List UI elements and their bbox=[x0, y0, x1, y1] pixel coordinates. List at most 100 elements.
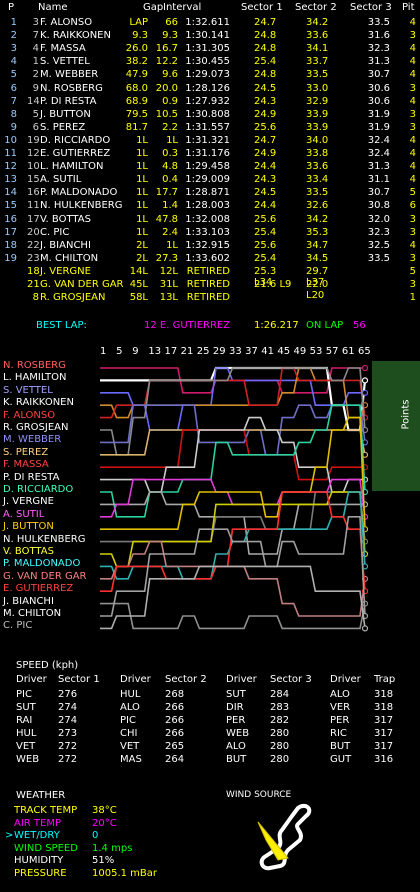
row-pit-count: 3 bbox=[400, 227, 416, 238]
best-lap-number: 56 bbox=[353, 320, 366, 331]
speed-value: 265 bbox=[165, 741, 184, 752]
row-gap: 47.9 bbox=[112, 69, 148, 80]
row-pit-count: 3 bbox=[400, 214, 416, 225]
row-last-lap: 1:31.305 bbox=[180, 43, 230, 54]
speed-value: 282 bbox=[270, 715, 289, 726]
row-interval: 0.4 bbox=[150, 174, 178, 185]
points-panel-label: Points bbox=[401, 395, 412, 435]
row-pit-count: 4 bbox=[400, 240, 416, 251]
lap-tick-label: 13 bbox=[148, 346, 161, 357]
row-sector1: 24.8 bbox=[254, 69, 294, 80]
speed-driver-code: CHI bbox=[120, 728, 137, 739]
row-interval: 12.2 bbox=[150, 56, 178, 67]
row-sector1: 24.8 bbox=[254, 43, 294, 54]
row-sector3: 32.5 bbox=[362, 240, 390, 251]
row-car-number: 9 bbox=[27, 83, 39, 94]
speed-driver-code: WEB bbox=[226, 728, 249, 739]
speed-header: Driver bbox=[330, 674, 361, 685]
row-pit-count: 5 bbox=[400, 266, 416, 277]
row-sector1: 25.4 bbox=[254, 56, 294, 67]
row-interval: 12L bbox=[150, 266, 178, 277]
wind-source-label: WIND SOURCE bbox=[226, 790, 291, 800]
row-last-lap: 1:33.602 bbox=[180, 253, 230, 264]
speed-driver-code: GUT bbox=[330, 754, 351, 765]
row-sector2: 34.7 bbox=[306, 240, 346, 251]
header-sector1: Sector 1 bbox=[241, 2, 283, 13]
speed-header: Sector 2 bbox=[165, 674, 207, 685]
row-sector2: 34.0 bbox=[306, 135, 346, 146]
row-sector2: 33.5 bbox=[306, 187, 346, 198]
row-pit-count: 3 bbox=[400, 279, 416, 290]
timing-row: 6 9 N. ROSBERG 68.0 20.0 1:28.126 24.5 33.0 30.6… bbox=[0, 83, 420, 96]
row-car-number: 19 bbox=[27, 135, 39, 146]
speed-value: 280 bbox=[270, 741, 289, 752]
row-position: 10 bbox=[3, 135, 17, 146]
row-sector2: 33.4 bbox=[306, 174, 346, 185]
row-pit-count: 3 bbox=[400, 253, 416, 264]
speed-driver-code: PIC bbox=[120, 715, 136, 726]
speed-value: 318 bbox=[374, 702, 393, 713]
row-sector1: 24.7 bbox=[254, 135, 294, 146]
row-driver-name: L. HAMILTON bbox=[40, 161, 104, 172]
row-sector3: 30.6 bbox=[362, 96, 390, 107]
row-car-number: 21 bbox=[27, 279, 39, 290]
header-name: Name bbox=[38, 2, 68, 13]
row-pit-count: 4 bbox=[400, 96, 416, 107]
row-gap: 1L bbox=[112, 135, 148, 146]
lap-chart-series-line bbox=[100, 368, 365, 430]
row-gap: 2L bbox=[112, 253, 148, 264]
row-last-lap: 1:33.103 bbox=[180, 227, 230, 238]
row-sector3: 30.8 bbox=[362, 200, 390, 211]
speed-value: 266 bbox=[165, 702, 184, 713]
lap-tick-label: 45 bbox=[277, 346, 290, 357]
lap-tick-label: 37 bbox=[245, 346, 258, 357]
row-pit-count: 4 bbox=[400, 17, 416, 28]
row-sector2: 35.3 bbox=[306, 227, 346, 238]
row-sector3: 30.7 bbox=[362, 69, 390, 80]
best-lap-time: 1:26.217 bbox=[254, 320, 299, 331]
row-sector2: 34.2 bbox=[306, 17, 346, 28]
row-last-lap: 1:28.871 bbox=[180, 187, 230, 198]
row-car-number: 16 bbox=[27, 187, 39, 198]
row-car-number: 22 bbox=[27, 240, 39, 251]
lap-tick-label: 49 bbox=[294, 346, 307, 357]
row-gap: 38.2 bbox=[112, 56, 148, 67]
speed-table: Driver Sector 1 Driver Sector 2 Driver Sector… bbox=[0, 674, 420, 770]
row-last-lap: 1:31.557 bbox=[180, 122, 230, 133]
lap-chart-series-line bbox=[100, 566, 365, 628]
row-car-number: 7 bbox=[27, 30, 39, 41]
row-interval: 13L bbox=[150, 292, 178, 303]
row-pit-count: 6 bbox=[400, 200, 416, 211]
row-sector2: 33.9 bbox=[306, 122, 346, 133]
row-driver-name: N. HULKENBERG bbox=[40, 200, 122, 211]
row-gap: 26.0 bbox=[112, 43, 148, 54]
row-position: 7 bbox=[3, 96, 17, 107]
row-last-lap: 1:30.808 bbox=[180, 109, 230, 120]
best-lap-label: BEST LAP: bbox=[36, 320, 87, 331]
row-interval: 4.8 bbox=[150, 161, 178, 172]
row-sector2: 34.1 bbox=[306, 43, 346, 54]
row-car-number: 4 bbox=[27, 43, 39, 54]
row-sector1: 24.5 bbox=[254, 83, 294, 94]
weather-label: TRACK TEMP bbox=[14, 805, 77, 816]
row-interval: 17.7 bbox=[150, 187, 178, 198]
row-pit-count: 4 bbox=[400, 56, 416, 67]
speed-value: 272 bbox=[58, 741, 77, 752]
row-car-number: 17 bbox=[27, 214, 39, 225]
speed-value: 280 bbox=[270, 728, 289, 739]
row-car-number: 10 bbox=[27, 161, 39, 172]
speed-value: 316 bbox=[374, 754, 393, 765]
timing-row: 11 12 E. GUTIERREZ 1L 0.3 1:31.176 24.9 33.8 32.… bbox=[0, 148, 420, 161]
lap-tick-label: 41 bbox=[261, 346, 274, 357]
row-car-number: 6 bbox=[27, 122, 39, 133]
timing-row: 9 6 S. PEREZ 81.7 2.2 1:31.557 25.6 33.9 31.9 3 bbox=[0, 122, 420, 135]
speed-driver-code: RAI bbox=[16, 715, 32, 726]
speed-value: 264 bbox=[165, 754, 184, 765]
speed-value: 317 bbox=[374, 728, 393, 739]
row-car-number: 23 bbox=[27, 253, 39, 264]
timing-header: P Name Gap Interval Sector 1 Sector 2 Se… bbox=[0, 0, 420, 14]
row-pit-count: 4 bbox=[400, 161, 416, 172]
row-position: 13 bbox=[3, 174, 17, 185]
row-interval: 1L bbox=[150, 240, 178, 251]
row-interval: 9.3 bbox=[150, 30, 178, 41]
